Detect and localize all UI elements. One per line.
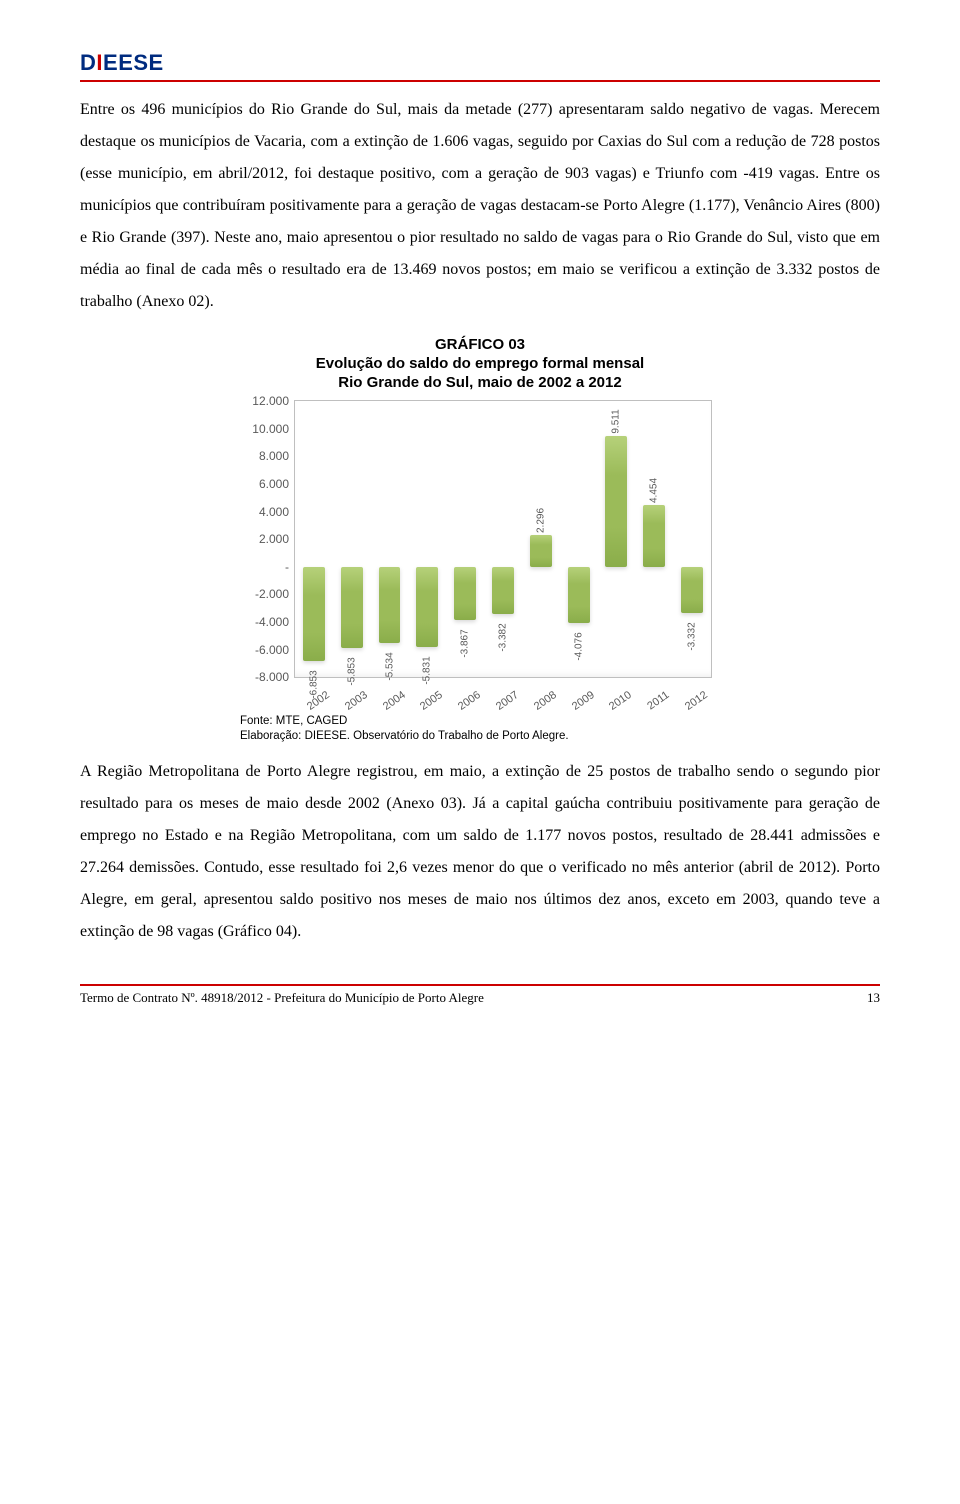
y-tick-label: - [285, 560, 295, 574]
bar [568, 567, 590, 623]
chart-area: -6.8532002-5.8532003-5.5342004-5.8312005… [240, 396, 720, 706]
bar [530, 535, 552, 567]
bar-slot: 4.4542011 [635, 401, 673, 677]
bar-slot: -6.8532002 [295, 401, 333, 677]
bar-slot: -3.3822007 [484, 401, 522, 677]
chart-title-line1: GRÁFICO 03 [240, 336, 720, 355]
bar-slot: -3.8672006 [446, 401, 484, 677]
x-tick-label: 2007 [494, 689, 521, 713]
bar-slot: -4.0762009 [560, 401, 598, 677]
bar [416, 567, 438, 647]
x-tick-label: 2012 [683, 689, 710, 713]
chart-plot: -6.8532002-5.8532003-5.5342004-5.8312005… [294, 400, 712, 678]
bar-value-label: -3.867 [460, 630, 471, 658]
bar-value-label: 9.511 [611, 409, 622, 433]
logo: DIEESE [80, 50, 880, 76]
bar-slot: -5.8532003 [333, 401, 371, 677]
x-tick-label: 2011 [645, 689, 671, 712]
bar-value-label: -3.382 [497, 623, 508, 651]
bar [379, 567, 401, 643]
bar-slot: -3.3322012 [673, 401, 711, 677]
x-tick-label: 2008 [532, 689, 559, 713]
bar [492, 567, 514, 614]
x-tick-label: 2005 [418, 689, 445, 713]
chart-source: Fonte: MTE, CAGED Elaboração: DIEESE. Ob… [240, 714, 720, 744]
bar-value-label: -5.831 [422, 657, 433, 685]
bar-value-label: 2.296 [535, 508, 546, 533]
x-tick-label: 2003 [343, 689, 370, 713]
page-footer: Termo de Contrato Nº. 48918/2012 - Prefe… [80, 990, 880, 1006]
bar [681, 567, 703, 613]
bar-slot: -5.8312005 [408, 401, 446, 677]
chart-title: GRÁFICO 03 Evolução do saldo do emprego … [240, 336, 720, 392]
bar-slot: 2.2962008 [522, 401, 560, 677]
footer-right: 13 [867, 990, 880, 1006]
bar-value-label: 4.454 [649, 478, 660, 503]
y-tick-label: 12.000 [252, 394, 295, 408]
chart-source-line1: Fonte: MTE, CAGED [240, 714, 720, 729]
y-tick-label: 6.000 [259, 477, 295, 491]
y-tick-label: 2.000 [259, 532, 295, 546]
bar-slot: -5.5342004 [371, 401, 409, 677]
bar-slot: 9.5112010 [598, 401, 636, 677]
bar-value-label: -3.332 [687, 622, 698, 650]
x-tick-label: 2006 [456, 689, 483, 713]
x-tick-label: 2009 [570, 689, 597, 713]
bar [605, 436, 627, 567]
chart-title-line2: Evolução do saldo do emprego formal mens… [240, 355, 720, 374]
x-tick-label: 2004 [380, 689, 407, 713]
y-tick-label: -2.000 [255, 587, 295, 601]
y-tick-label: 8.000 [259, 449, 295, 463]
bar-value-label: -4.076 [573, 632, 584, 660]
bar [643, 505, 665, 566]
bar [454, 567, 476, 620]
bar [303, 567, 325, 662]
footer-left: Termo de Contrato Nº. 48918/2012 - Prefe… [80, 990, 484, 1006]
chart-bars: -6.8532002-5.8532003-5.5342004-5.8312005… [295, 401, 711, 677]
y-tick-label: -4.000 [255, 615, 295, 629]
footer-rule [80, 984, 880, 986]
x-tick-label: 2010 [607, 689, 634, 713]
chart-source-line2: Elaboração: DIEESE. Observatório do Trab… [240, 729, 720, 744]
chart-block: GRÁFICO 03 Evolução do saldo do emprego … [240, 336, 720, 744]
paragraph-1: Entre os 496 municípios do Rio Grande do… [80, 94, 880, 318]
header-rule [80, 80, 880, 82]
y-tick-label: -6.000 [255, 643, 295, 657]
y-tick-label: 4.000 [259, 505, 295, 519]
y-tick-label: 10.000 [252, 422, 295, 436]
bar-value-label: -5.534 [384, 653, 395, 681]
bar [341, 567, 363, 648]
y-tick-label: -8.000 [255, 670, 295, 684]
paragraph-2: A Região Metropolitana de Porto Alegre r… [80, 756, 880, 948]
chart-title-line3: Rio Grande do Sul, maio de 2002 a 2012 [240, 374, 720, 393]
page-header: DIEESE [80, 50, 880, 82]
bar-value-label: -5.853 [346, 657, 357, 685]
